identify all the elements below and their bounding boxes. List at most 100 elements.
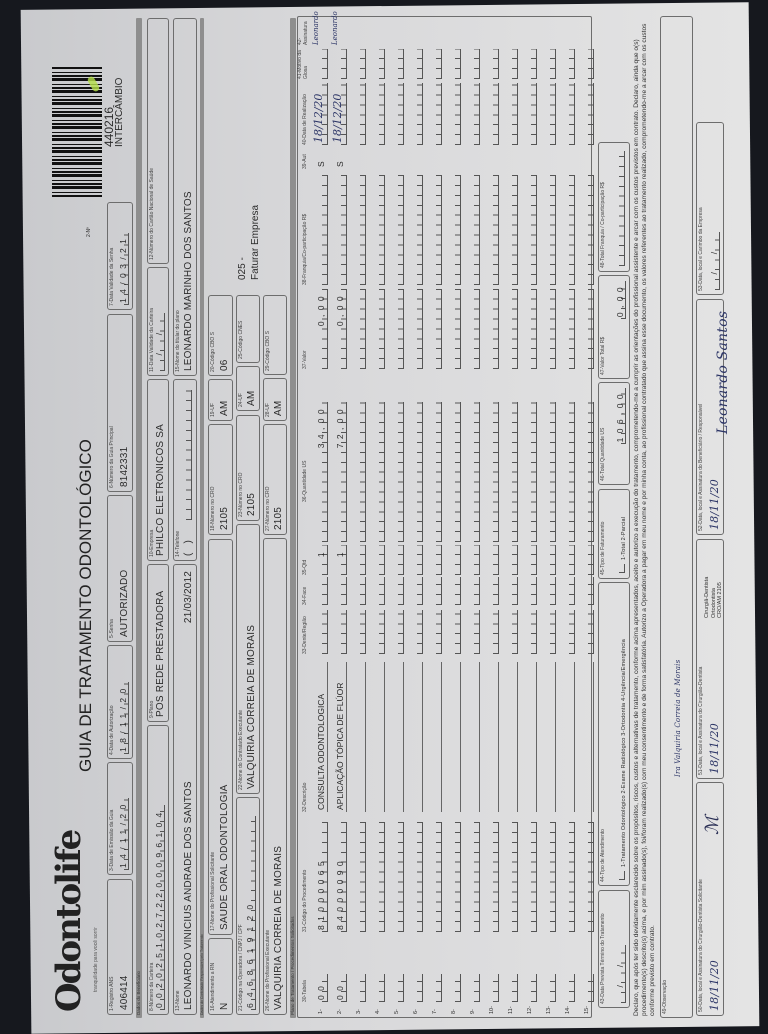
cell-tabela-boxes[interactable] — [588, 974, 594, 1002]
cell-codigo-boxes[interactable] — [455, 822, 461, 932]
cell-face-boxes[interactable] — [550, 577, 556, 605]
field-card-validity[interactable]: 11-Data Validade da Carteira / / — [147, 267, 169, 376]
field-executing-contractor[interactable]: 22-Nome do Contratado Executante VALQUIRI… — [236, 524, 260, 794]
cell-face-boxes[interactable] — [455, 577, 461, 605]
field-main-guide-number[interactable]: 6-Número da Guia Principal 8142331 — [107, 314, 133, 492]
cell-motivo-boxes[interactable] — [436, 49, 442, 79]
cell-motivo-boxes[interactable] — [550, 49, 556, 79]
field-newborn-care[interactable]: 16-Atendimento a RN N — [208, 938, 233, 1015]
cell-dente-boxes[interactable] — [474, 610, 480, 654]
cell-quant_us-boxes[interactable] — [474, 402, 480, 542]
cell-dente-boxes[interactable] — [341, 610, 347, 654]
cell-quant_us-boxes[interactable] — [569, 402, 575, 542]
cell-tabela-boxes[interactable] — [379, 974, 385, 1002]
cell-qtd-boxes[interactable] — [588, 545, 594, 575]
field-cro-number-3[interactable]: 27-Número no CRO 2105 — [263, 424, 287, 535]
cell-motivo-boxes[interactable] — [588, 49, 594, 79]
cell-data-boxes[interactable] — [512, 83, 518, 145]
cell-qtd-boxes[interactable] — [531, 545, 537, 575]
cell-data-boxes[interactable] — [493, 83, 499, 145]
cell-codigo-boxes[interactable] — [493, 822, 499, 932]
cell-quant_us-boxes[interactable] — [360, 402, 366, 542]
cell-dente-boxes[interactable] — [493, 610, 499, 654]
field-requesting-professional[interactable]: 17-Nome do Profissional Solicitante SAUDE… — [208, 539, 233, 935]
cell-valor-boxes[interactable] — [455, 289, 461, 369]
cell-franquia-boxes[interactable] — [379, 175, 385, 285]
cell-valor-boxes[interactable] — [398, 289, 404, 369]
cell-face-boxes[interactable] — [436, 577, 442, 605]
field-card-number[interactable]: 8-Número da Carteira 00202510272200096104 — [147, 725, 169, 1015]
cell-valor-boxes[interactable] — [569, 289, 575, 369]
field-dentist-signature[interactable]: 51-Data, local e Assinatura do Cirurgião… — [696, 539, 724, 779]
cell-franquia-boxes[interactable] — [455, 175, 461, 285]
cell-valor-boxes[interactable] — [512, 289, 518, 369]
field-plan[interactable]: 9-Plano POS REDE PRESTADORA — [147, 564, 169, 722]
cell-quant_us-boxes[interactable] — [379, 402, 385, 542]
field-cro-number[interactable]: 18-Número no CRO 2105 — [208, 424, 233, 535]
cell-franquia-boxes[interactable] — [531, 175, 537, 285]
cell-qtd-boxes[interactable] — [569, 545, 575, 575]
cell-data-boxes[interactable] — [417, 83, 423, 145]
field-authorization-date[interactable]: 4-Data de Autorização 18/11/20 — [107, 645, 133, 759]
cell-tabela-boxes[interactable] — [493, 974, 499, 1002]
cell-data-boxes[interactable] — [398, 83, 404, 145]
field-cro-number-2[interactable]: 23-Número no CRO 2105 — [236, 415, 260, 521]
field-cnes-code[interactable]: 25-Código CNES — [236, 295, 260, 363]
cell-face-boxes[interactable] — [569, 577, 575, 605]
cell-tabela-boxes[interactable] — [398, 974, 404, 1002]
cell-franquia-boxes[interactable] — [398, 175, 404, 285]
cell-dente-boxes[interactable] — [588, 610, 594, 654]
cell-codigo-boxes[interactable] — [531, 822, 537, 932]
cell-data-boxes[interactable] — [436, 83, 442, 145]
cell-valor-boxes[interactable] — [588, 289, 594, 369]
cell-face-boxes[interactable] — [322, 577, 328, 605]
cell-qtd-boxes[interactable] — [379, 545, 385, 575]
billing-type-checkbox[interactable] — [619, 564, 625, 573]
cell-data-boxes[interactable] — [379, 83, 385, 145]
cell-motivo-boxes[interactable] — [417, 49, 423, 79]
field-company-stamp[interactable]: 53-Data, local e Carimbo da Empresa / / — [696, 122, 724, 295]
cell-qtd-boxes[interactable] — [550, 545, 556, 575]
cell-qtd-boxes[interactable] — [474, 545, 480, 575]
cell-dente-boxes[interactable] — [436, 610, 442, 654]
field-requesting-dentist-signature[interactable]: 50-Data, local e Assinatura do Cirurgião… — [696, 782, 724, 1016]
field-cbo-code[interactable]: 20-Código CBO S 06 — [208, 295, 233, 376]
cell-data-boxes[interactable] — [360, 83, 366, 145]
cell-valor-boxes[interactable] — [436, 289, 442, 369]
field-ans-registry[interactable]: 1-Registro ANS 406414 — [107, 879, 133, 1015]
cell-quant_us-boxes[interactable] — [588, 402, 594, 542]
field-uf-3[interactable]: 28-UF AM — [263, 378, 287, 421]
cell-qtd-boxes[interactable] — [398, 545, 404, 575]
field-total-value[interactable]: 47-Valor Total R$ 0,00 — [598, 275, 630, 379]
cell-codigo-boxes[interactable] — [512, 822, 518, 932]
cell-face-boxes[interactable] — [417, 577, 423, 605]
field-company[interactable]: 10-Empresa PHILCO ELETRONICOS SA — [147, 379, 169, 561]
cell-codigo-boxes[interactable] — [569, 822, 575, 932]
cell-face-boxes[interactable] — [512, 577, 518, 605]
cell-valor-boxes[interactable] — [474, 289, 480, 369]
cell-face-boxes[interactable] — [588, 577, 594, 605]
cell-franquia-boxes[interactable] — [436, 175, 442, 285]
cell-motivo-boxes[interactable] — [398, 49, 404, 79]
field-uf[interactable]: 19-UF AM — [208, 379, 233, 421]
cell-franquia-boxes[interactable] — [341, 175, 347, 285]
field-password[interactable]: 5-Senha AUTORIZADO — [107, 495, 133, 642]
cell-motivo-boxes[interactable] — [569, 49, 575, 79]
cell-motivo-boxes[interactable] — [379, 49, 385, 79]
cell-franquia-boxes[interactable] — [474, 175, 480, 285]
cell-dente-boxes[interactable] — [512, 610, 518, 654]
cell-valor-boxes[interactable] — [550, 289, 556, 369]
cell-tabela-boxes[interactable] — [417, 974, 423, 1002]
cell-face-boxes[interactable] — [398, 577, 404, 605]
cell-face-boxes[interactable] — [531, 577, 537, 605]
cell-motivo-boxes[interactable] — [360, 49, 366, 79]
cell-qtd-boxes[interactable] — [512, 545, 518, 575]
cell-dente-boxes[interactable] — [455, 610, 461, 654]
cell-quant_us-boxes[interactable] — [550, 402, 556, 542]
cell-dente-boxes[interactable] — [417, 610, 423, 654]
cell-codigo-boxes[interactable] — [360, 822, 366, 932]
cell-motivo-boxes[interactable] — [512, 49, 518, 79]
cell-qtd-boxes[interactable] — [436, 545, 442, 575]
field-total-us[interactable]: 46-Total Quantidade US 106,00 — [598, 382, 630, 485]
care-type-checkbox[interactable] — [619, 871, 625, 880]
